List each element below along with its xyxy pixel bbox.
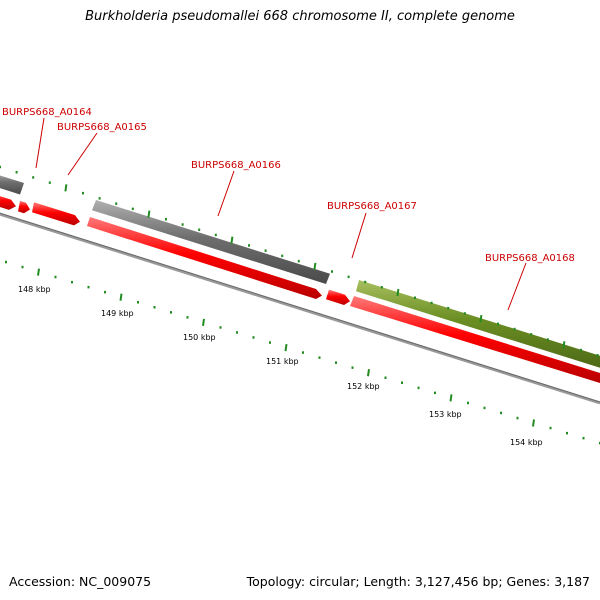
gene-label-a0164[interactable]: BURPS668_A0164 (2, 107, 92, 118)
gene-labels: BURPS668_A0164 BURPS668_A0165 BURPS668_A… (2, 107, 575, 264)
genome-summary-text: Topology: circular; Length: 3,127,456 bp… (246, 574, 590, 589)
scale-label-148: 148 kbp (18, 285, 51, 294)
gene-feature[interactable] (0, 172, 24, 195)
gene-label-a0166[interactable]: BURPS668_A0166 (191, 160, 281, 171)
cds-feature[interactable] (0, 193, 16, 210)
scale-label-151: 151 kbp (266, 357, 299, 366)
cds-feature[interactable] (18, 200, 30, 214)
major-tick (532, 419, 535, 427)
gene-feature[interactable] (356, 280, 600, 368)
gene-label-a0165[interactable]: BURPS668_A0165 (57, 122, 147, 133)
major-tick (64, 184, 68, 192)
gene-label-a0167[interactable]: BURPS668_A0167 (327, 201, 417, 212)
scale-label-150: 150 kbp (183, 333, 216, 342)
accession-text: Accession: NC_009075 (9, 574, 152, 589)
major-tick (37, 268, 40, 276)
scale-label-154: 154 kbp (510, 438, 543, 447)
major-tick (230, 236, 234, 244)
gene-label-a0168[interactable]: BURPS668_A0168 (485, 253, 575, 264)
cds-track (0, 193, 600, 383)
major-tick (119, 293, 123, 301)
cds-feature[interactable] (350, 296, 600, 383)
lower-tick-row (5, 260, 600, 445)
cds-feature[interactable] (326, 289, 350, 305)
scale-label-149: 149 kbp (101, 309, 134, 318)
upper-tick-row (0, 165, 599, 357)
major-tick (147, 210, 151, 218)
scale-label-152: 152 kbp (347, 382, 380, 391)
backbone (0, 212, 600, 405)
scale-labels: 148 kbp 149 kbp 150 kbp 151 kbp 152 kbp … (18, 285, 543, 447)
major-tick (562, 341, 566, 349)
major-tick (479, 314, 483, 323)
cds-feature[interactable] (32, 202, 80, 226)
map-title: Burkholderia pseudomallei 668 chromosome… (85, 9, 515, 24)
gene-feature[interactable] (92, 200, 330, 284)
major-tick (313, 262, 317, 271)
major-tick (367, 369, 370, 377)
major-tick (396, 288, 400, 297)
major-tick (284, 343, 288, 352)
gene-track (0, 172, 600, 368)
cds-feature[interactable] (87, 217, 322, 299)
scale-label-153: 153 kbp (429, 410, 462, 419)
major-tick (202, 318, 205, 327)
gene-label-leaders (35, 117, 527, 311)
major-tick (449, 394, 453, 402)
